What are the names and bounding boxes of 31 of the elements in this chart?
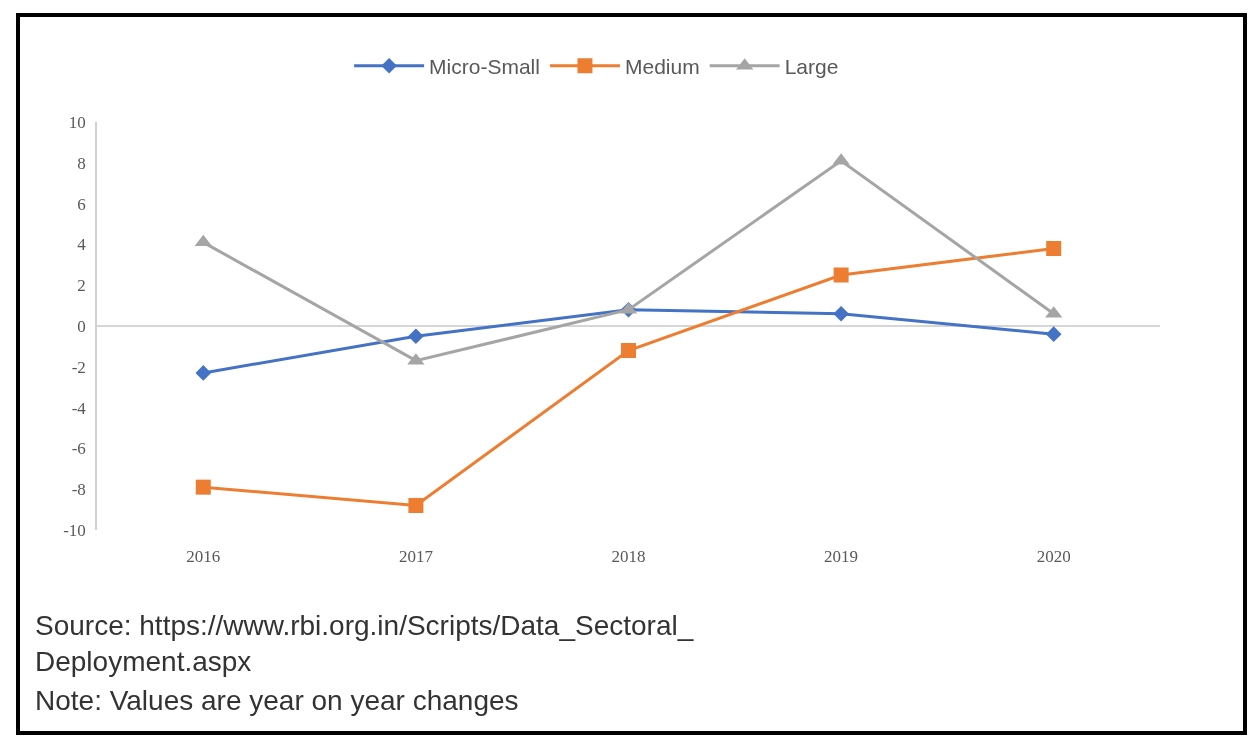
point [194, 234, 212, 247]
y-tick-label: 8 [77, 153, 86, 173]
x-tick-label: 2017 [398, 547, 434, 566]
point [833, 267, 849, 283]
y-tick-label: -10 [63, 520, 86, 540]
y-tick-label: 2 [77, 276, 86, 296]
source-note: Source: https://www.rbi.org.in/Scripts/Data_Sectoral_ Deployment.aspx [35, 610, 694, 678]
x-tick-label: 2019 [824, 547, 859, 566]
legend-label: Micro-Small [429, 54, 540, 78]
point [408, 328, 424, 344]
x-tick-label: 2018 [611, 547, 646, 566]
point [833, 305, 849, 322]
y-tick-label: -4 [71, 398, 87, 418]
x-tick-label: 2020 [1036, 547, 1071, 566]
y-tick-label: 0 [77, 316, 86, 336]
y-tick-label: -2 [71, 357, 86, 377]
point [195, 479, 211, 495]
x-tick-label: 2016 [186, 547, 221, 566]
y-tick-label: -8 [71, 480, 86, 500]
y-tick-label: 4 [77, 235, 87, 255]
point [1046, 240, 1062, 256]
y-tick-label: 6 [77, 194, 86, 214]
point [195, 365, 212, 381]
y-tick-label: 10 [68, 112, 86, 132]
point [408, 498, 424, 514]
legend-label: Medium [624, 54, 700, 78]
y-tick-label: -6 [71, 439, 86, 459]
point [1045, 326, 1062, 342]
text: Note: Values are year on year changes [35, 685, 519, 716]
legend-label: Large [784, 54, 839, 78]
point [621, 342, 636, 358]
